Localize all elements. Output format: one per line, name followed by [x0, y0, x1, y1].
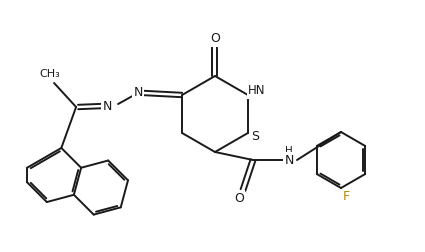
Text: CH₃: CH₃	[40, 69, 60, 79]
Text: S: S	[251, 130, 259, 142]
Text: F: F	[343, 191, 349, 204]
Text: N: N	[102, 101, 112, 113]
Text: H: H	[285, 146, 293, 156]
Text: O: O	[234, 192, 244, 205]
Text: HN: HN	[248, 84, 266, 98]
Text: N: N	[284, 153, 294, 167]
Text: O: O	[210, 33, 220, 46]
Text: N: N	[133, 85, 143, 99]
